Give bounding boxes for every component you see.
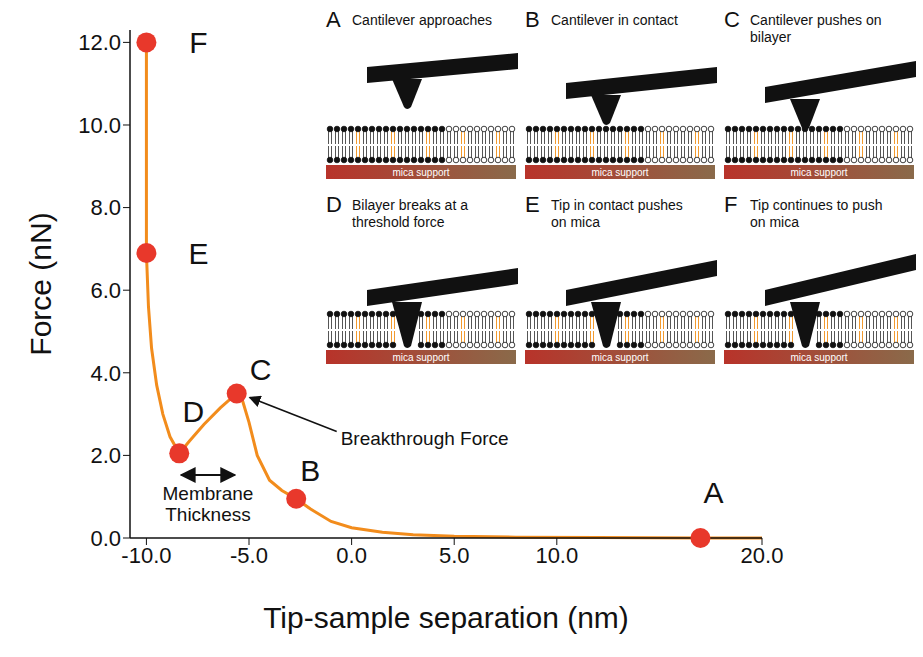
svg-text:mica support: mica support <box>392 352 449 363</box>
svg-text:2.0: 2.0 <box>90 443 121 468</box>
svg-text:F: F <box>724 192 737 217</box>
svg-text:mica support: mica support <box>392 167 449 178</box>
svg-text:Cantilever in contact: Cantilever in contact <box>551 12 678 28</box>
svg-text:B: B <box>300 454 320 487</box>
svg-text:5.0: 5.0 <box>439 543 470 568</box>
svg-text:mica support: mica support <box>790 167 847 178</box>
svg-text:mica support: mica support <box>591 352 648 363</box>
svg-text:0.0: 0.0 <box>336 543 367 568</box>
svg-text:A: A <box>326 7 341 32</box>
svg-text:Cantilever approaches: Cantilever approaches <box>352 12 492 28</box>
svg-text:Tip continues to push: Tip continues to push <box>750 197 883 213</box>
svg-text:Thickness: Thickness <box>165 504 251 525</box>
svg-text:0.0: 0.0 <box>90 526 121 551</box>
svg-text:B: B <box>525 7 540 32</box>
svg-text:mica support: mica support <box>790 352 847 363</box>
svg-text:C: C <box>250 353 272 386</box>
svg-text:mica support: mica support <box>591 167 648 178</box>
svg-text:Membrane: Membrane <box>163 483 254 504</box>
svg-text:on mica: on mica <box>750 214 799 230</box>
svg-text:Tip-sample separation (nm): Tip-sample separation (nm) <box>263 601 629 634</box>
svg-text:bilayer: bilayer <box>750 29 792 45</box>
svg-text:D: D <box>326 192 342 217</box>
svg-text:threshold force: threshold force <box>352 214 445 230</box>
svg-text:Cantilever pushes on: Cantilever pushes on <box>750 12 882 28</box>
svg-text:8.0: 8.0 <box>90 195 121 220</box>
svg-text:4.0: 4.0 <box>90 361 121 386</box>
svg-text:Bilayer breaks at a: Bilayer breaks at a <box>352 197 468 213</box>
svg-text:on mica: on mica <box>551 214 600 230</box>
svg-text:Tip in contact pushes: Tip in contact pushes <box>551 197 683 213</box>
svg-text:E: E <box>525 192 540 217</box>
svg-text:12.0: 12.0 <box>78 30 121 55</box>
svg-text:Force (nN): Force (nN) <box>24 212 57 355</box>
svg-text:10.0: 10.0 <box>535 543 578 568</box>
svg-text:D: D <box>182 395 204 428</box>
svg-text:A: A <box>703 476 723 509</box>
svg-text:20.0: 20.0 <box>741 543 784 568</box>
svg-text:10.0: 10.0 <box>78 113 121 138</box>
svg-text:6.0: 6.0 <box>90 278 121 303</box>
svg-text:E: E <box>188 237 208 270</box>
svg-text:-5.0: -5.0 <box>230 543 268 568</box>
svg-text:F: F <box>189 26 207 59</box>
svg-text:-10.0: -10.0 <box>121 543 171 568</box>
svg-text:C: C <box>724 7 740 32</box>
svg-text:Breakthrough Force: Breakthrough Force <box>341 428 509 449</box>
